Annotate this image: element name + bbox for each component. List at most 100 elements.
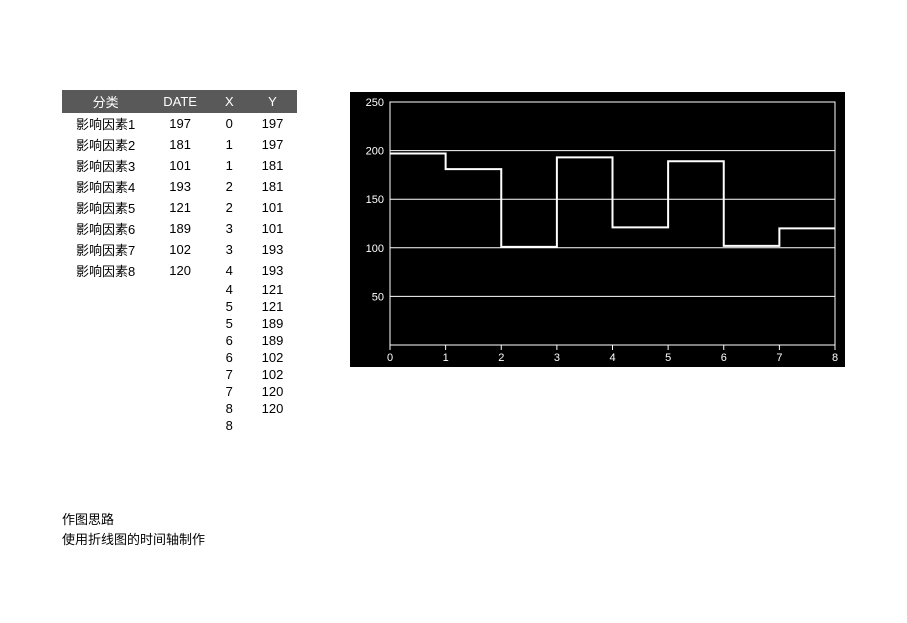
cell: 6 [211,332,248,349]
x-tick-label: 2 [498,352,504,364]
table-row: 8120 [62,400,297,417]
cell: 102 [149,239,211,260]
y-tick-label: 250 [366,97,384,109]
table-row: 5121 [62,298,297,315]
cell [62,281,149,298]
cell: 181 [248,155,298,176]
cell: 影响因素5 [62,197,149,218]
table-row: 7102 [62,366,297,383]
table-row: 8 [62,417,297,434]
cell: 189 [149,218,211,239]
cell [62,298,149,315]
cell: 影响因素4 [62,176,149,197]
cell: 197 [149,113,211,134]
cell: 2 [211,176,248,197]
cell [62,332,149,349]
footer-line-2: 使用折线图的时间轴制作 [62,530,205,550]
cell: 2 [211,197,248,218]
cell: 121 [149,197,211,218]
cell [149,298,211,315]
cell [62,315,149,332]
cell: 193 [248,260,298,281]
x-tick-label: 6 [721,352,727,364]
cell: 102 [248,366,298,383]
cell [62,400,149,417]
cell [149,383,211,400]
cell: 8 [211,417,248,434]
cell [149,400,211,417]
cell: 193 [248,239,298,260]
cell: 120 [149,260,211,281]
x-tick-label: 5 [665,352,671,364]
cell: 1 [211,155,248,176]
table-row: 7120 [62,383,297,400]
layout-row: 分类DATEXY 影响因素11970197影响因素21811197影响因素310… [62,90,297,434]
col-header: 分类 [62,90,149,113]
cell: 189 [248,315,298,332]
table-row: 影响因素11970197 [62,113,297,134]
col-header: X [211,90,248,113]
cell: 120 [248,400,298,417]
cell: 1 [211,134,248,155]
cell: 7 [211,366,248,383]
cell: 6 [211,349,248,366]
cell: 101 [248,197,298,218]
y-tick-label: 100 [366,243,384,255]
cell: 影响因素1 [62,113,149,134]
table-row: 影响因素51212101 [62,197,297,218]
cell: 影响因素6 [62,218,149,239]
cell: 181 [248,176,298,197]
table-row: 影响因素41932181 [62,176,297,197]
table-row: 影响因素61893101 [62,218,297,239]
cell: 121 [248,281,298,298]
table-row: 影响因素31011181 [62,155,297,176]
y-tick-label: 200 [366,146,384,158]
step-chart: 50100150200250012345678 [350,92,845,372]
cell: 197 [248,134,298,155]
cell [149,281,211,298]
cell: 181 [149,134,211,155]
table-row: 5189 [62,315,297,332]
cell: 197 [248,113,298,134]
y-tick-label: 150 [366,194,384,206]
x-tick-label: 3 [554,352,560,364]
cell: 102 [248,349,298,366]
table-row: 影响因素81204193 [62,260,297,281]
cell [149,417,211,434]
cell: 影响因素2 [62,134,149,155]
cell: 193 [149,176,211,197]
cell: 120 [248,383,298,400]
cell: 4 [211,260,248,281]
cell: 121 [248,298,298,315]
table-row: 6189 [62,332,297,349]
table-row: 4121 [62,281,297,298]
col-header: Y [248,90,298,113]
cell: 0 [211,113,248,134]
data-table: 分类DATEXY 影响因素11970197影响因素21811197影响因素310… [62,90,297,434]
cell [149,332,211,349]
cell: 5 [211,298,248,315]
cell [62,417,149,434]
cell: 189 [248,332,298,349]
cell: 影响因素8 [62,260,149,281]
cell [149,315,211,332]
cell [62,366,149,383]
table-row: 6102 [62,349,297,366]
cell: 3 [211,218,248,239]
cell: 影响因素3 [62,155,149,176]
cell: 5 [211,315,248,332]
cell [149,349,211,366]
x-tick-label: 8 [832,352,838,364]
footer-notes: 作图思路 使用折线图的时间轴制作 [62,510,205,549]
cell: 4 [211,281,248,298]
cell [62,349,149,366]
cell [149,366,211,383]
footer-line-1: 作图思路 [62,510,205,530]
x-tick-label: 0 [387,352,393,364]
cell [248,417,298,434]
y-tick-label: 50 [372,291,384,303]
cell: 3 [211,239,248,260]
cell: 101 [248,218,298,239]
cell: 8 [211,400,248,417]
cell [62,383,149,400]
